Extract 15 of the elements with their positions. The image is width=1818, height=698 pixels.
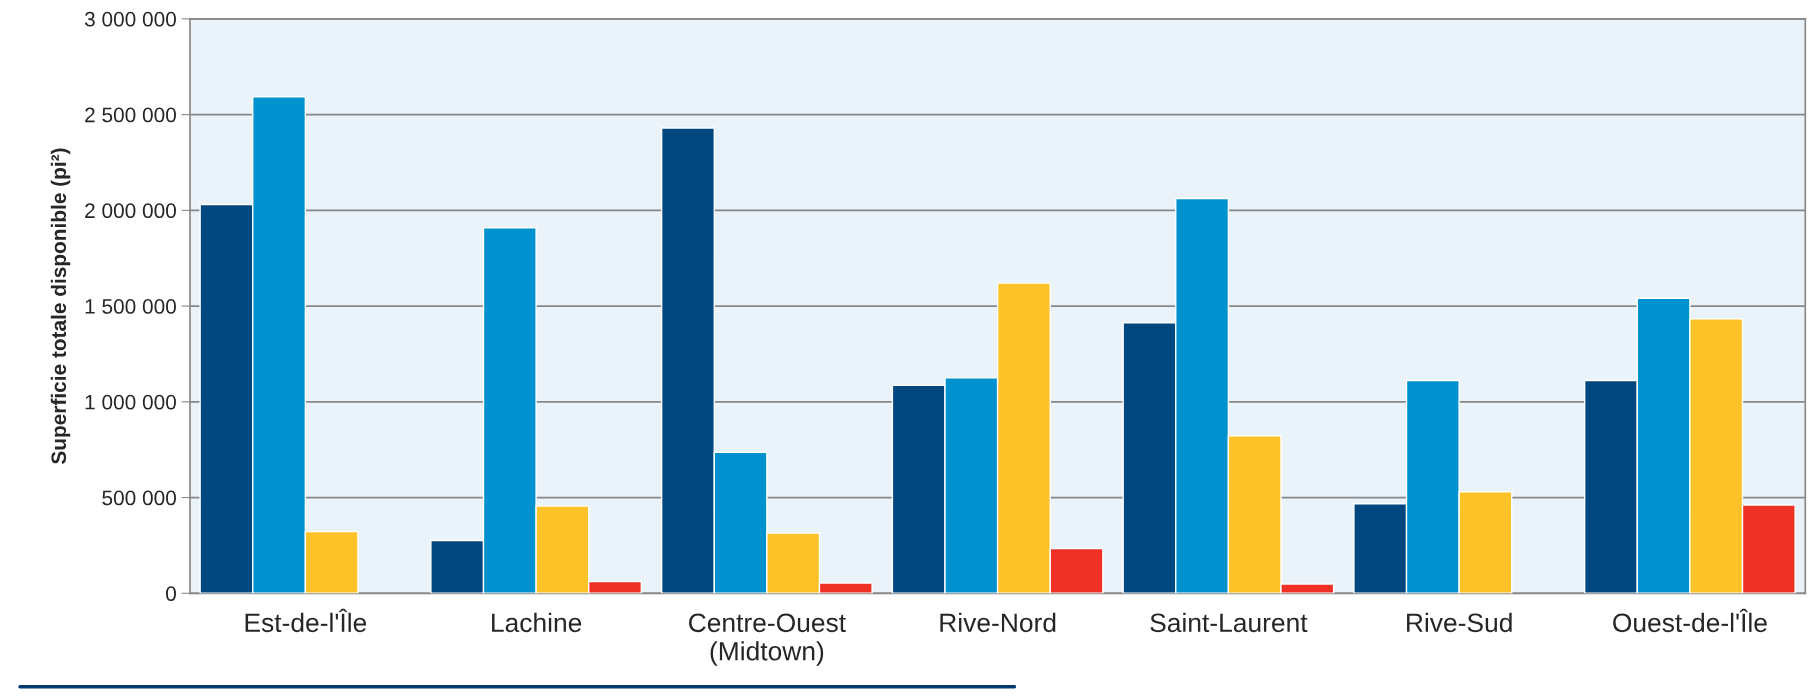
y-tick-label: 2 500 000 bbox=[85, 107, 176, 123]
y-tick-label: 0 bbox=[166, 586, 176, 602]
y-axis-title: Superficie totale disponible (pi²) bbox=[50, 148, 71, 465]
x-tick-label: Saint-Laurent bbox=[1150, 612, 1308, 633]
x-tick-label: Centre-Ouest (Midtown) bbox=[689, 613, 846, 666]
y-tick-label: 500 000 bbox=[102, 490, 176, 506]
x-tick-label: Rive-Nord bbox=[940, 612, 1056, 633]
x-tick-label: Rive-Sud bbox=[1407, 612, 1512, 633]
x-tick-label: Lachine bbox=[492, 612, 582, 633]
x-tick-label: Ouest-de-l'Île bbox=[1613, 608, 1767, 633]
x-tick-label: Est-de-l'Île bbox=[245, 608, 367, 633]
y-tick-label: 3 000 000 bbox=[84, 11, 176, 27]
y-tick-label: 1 500 000 bbox=[85, 299, 176, 314]
y-tick-label: 2 000 000 bbox=[85, 203, 176, 219]
y-tick-label: 1 000 000 bbox=[85, 394, 176, 410]
